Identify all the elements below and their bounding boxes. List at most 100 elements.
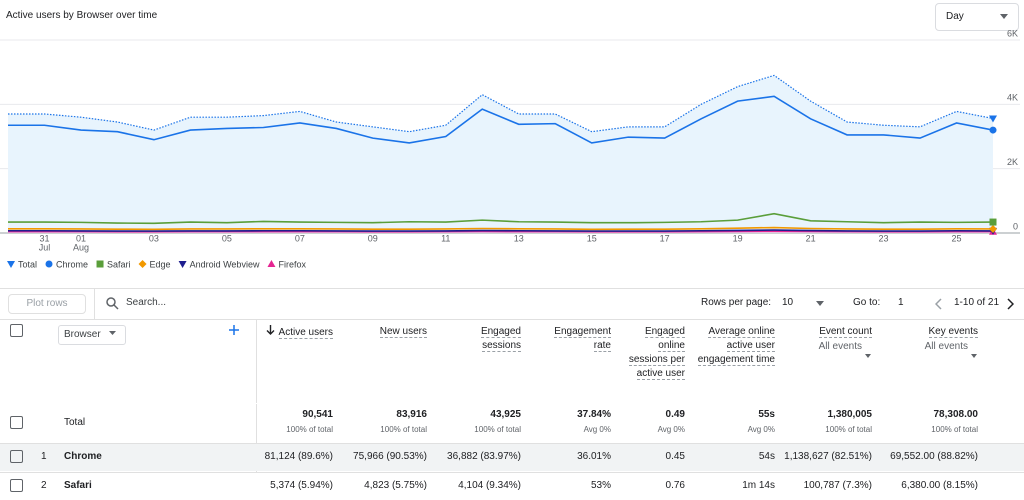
checkbox[interactable] xyxy=(10,416,23,429)
total-sub: Avg 0% xyxy=(541,425,611,434)
legend-marker xyxy=(179,261,187,268)
row-cell: 100,787 (7.3%) xyxy=(767,480,872,491)
x-tick-label: 21 xyxy=(806,233,816,243)
y-tick-label: 2K xyxy=(1007,157,1018,167)
table: Browser Active users New users Engaged sess… xyxy=(0,319,1024,496)
x-tick-sublabel: Aug xyxy=(73,242,89,252)
legend-marker xyxy=(46,261,53,268)
rows-per-page-value[interactable]: 10 xyxy=(782,297,793,308)
x-tick-label: 23 xyxy=(879,233,889,243)
legend-marker xyxy=(97,261,104,268)
row-cell: 1,138,627 (82.51%) xyxy=(767,451,872,462)
x-tick-label: 25 xyxy=(952,233,962,243)
column-header[interactable]: Average online active user engagement ti… xyxy=(695,325,775,367)
column-header[interactable]: Engagement rate xyxy=(541,325,611,353)
column-header[interactable]: Event count xyxy=(787,325,872,339)
dimension-select[interactable]: Browser xyxy=(58,325,126,345)
x-tick-label: 07 xyxy=(295,233,305,243)
row-name: Chrome xyxy=(64,451,102,462)
y-tick-label: 0 xyxy=(1013,221,1018,231)
legend-marker xyxy=(267,260,275,267)
add-dimension[interactable] xyxy=(229,322,239,340)
legend-label: Safari xyxy=(107,259,131,269)
x-tick-label: 05 xyxy=(222,233,232,243)
column-label: Active users xyxy=(279,327,333,339)
dimension-label: Browser xyxy=(64,329,101,340)
search-icon xyxy=(106,297,119,310)
dropdown-icon xyxy=(109,329,116,338)
toolbar: Plot rows Search... Rows per page: 10 Go… xyxy=(0,288,1024,320)
column-filter[interactable]: All events xyxy=(787,341,862,352)
y-tick-label: 4K xyxy=(1007,93,1018,103)
row-cell: 81,124 (89.6%) xyxy=(228,451,333,462)
legend-label: Edge xyxy=(150,259,171,269)
rows-per-page-label: Rows per page: xyxy=(701,297,771,308)
row-cell: 5,374 (5.94%) xyxy=(228,480,333,491)
legend-label: Firefox xyxy=(278,259,306,269)
legend-label: Chrome xyxy=(56,259,88,269)
x-tick-label: 11 xyxy=(441,233,450,243)
divider xyxy=(94,289,95,319)
total-value: 90,541 xyxy=(248,409,333,420)
total-value: 43,925 xyxy=(441,409,521,420)
column-header[interactable]: Key events xyxy=(888,325,978,339)
row-cell: 54s xyxy=(675,451,775,462)
checkbox[interactable] xyxy=(10,324,23,337)
total-value: 83,916 xyxy=(342,409,427,420)
area xyxy=(8,75,993,233)
column-header[interactable]: Active users xyxy=(248,325,333,340)
column-label: Key events xyxy=(929,326,978,338)
y-tick-label: 6K xyxy=(1007,28,1018,38)
plot-rows-button[interactable]: Plot rows xyxy=(8,294,86,314)
x-tick-label: 17 xyxy=(660,233,670,243)
column-label: Average online active user engagement ti… xyxy=(698,326,775,366)
x-tick-label: 13 xyxy=(514,233,524,243)
row-cell: 0.76 xyxy=(603,480,685,491)
legend-label: Total xyxy=(18,259,37,269)
end-marker xyxy=(990,127,997,134)
x-tick-label: 19 xyxy=(733,233,743,243)
column-filter[interactable]: All events xyxy=(888,341,968,352)
column-label: New users xyxy=(380,326,427,338)
row-cell: 69,552.00 (88.82%) xyxy=(868,451,978,462)
page-range: 1-10 of 21 xyxy=(954,297,999,308)
total-sub: 100% of total xyxy=(248,425,333,434)
row-cell: 1m 14s xyxy=(675,480,775,491)
total-sub: Avg 0% xyxy=(695,425,775,434)
total-sub: 100% of total xyxy=(888,425,978,434)
dropdown-icon xyxy=(971,345,977,363)
column-label: Event count xyxy=(819,326,872,338)
search-input[interactable]: Search... xyxy=(126,297,166,308)
column-header[interactable]: Engaged sessions xyxy=(441,325,521,353)
x-tick-sublabel: Jul xyxy=(39,242,51,252)
row-cell: 0.45 xyxy=(603,451,685,462)
x-tick-label: 03 xyxy=(149,233,159,243)
row-name: Safari xyxy=(64,480,92,491)
total-value: 37.84% xyxy=(541,409,611,420)
total-value: 78,308.00 xyxy=(888,409,978,420)
checkbox[interactable] xyxy=(10,479,23,492)
total-sub: 100% of total xyxy=(441,425,521,434)
x-tick-label: 15 xyxy=(587,233,597,243)
checkbox[interactable] xyxy=(10,450,23,463)
total-sub: Avg 0% xyxy=(623,425,685,434)
total-value: 1,380,005 xyxy=(787,409,872,420)
total-sub: 100% of total xyxy=(787,425,872,434)
row-cell: 53% xyxy=(521,480,611,491)
prev-page[interactable] xyxy=(935,298,943,310)
dropdown-icon xyxy=(865,345,871,363)
next-page[interactable] xyxy=(1006,298,1014,310)
legend-marker xyxy=(139,260,147,268)
row-index: 2 xyxy=(41,480,47,491)
row-cell: 4,104 (9.34%) xyxy=(421,480,521,491)
column-header[interactable]: New users xyxy=(342,325,427,339)
column-label: Engaged sessions xyxy=(481,326,521,352)
column-label: Engagement rate xyxy=(554,326,611,352)
goto-value[interactable]: 1 xyxy=(898,297,904,308)
total-sub: 100% of total xyxy=(342,425,427,434)
total-label: Total xyxy=(64,417,85,428)
row-cell: 6,380.00 (8.15%) xyxy=(868,480,978,491)
column-header[interactable]: Engaged online sessions per active user xyxy=(623,325,685,381)
